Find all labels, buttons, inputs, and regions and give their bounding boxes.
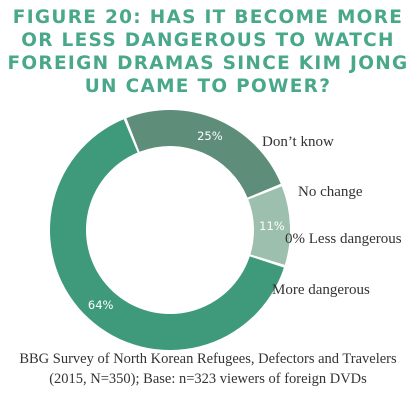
source-line: BBG Survey of North Korean Refugees, Def… bbox=[19, 351, 397, 367]
slice-no-change bbox=[248, 186, 290, 265]
legend-label-more-dangerous: More dangerous bbox=[272, 282, 370, 298]
chart-title-line: OR LESS DANGEROUS TO WATCH bbox=[21, 30, 395, 51]
source-note: BBG Survey of North Korean Refugees, Def… bbox=[0, 349, 416, 389]
chart-title-line: FIGURE 20: HAS IT BECOME MORE bbox=[12, 7, 404, 28]
legend-label-don-t-know: Don’t know bbox=[262, 134, 334, 150]
slice-don-t-know bbox=[126, 110, 281, 198]
chart-title: FIGURE 20: HAS IT BECOME MORE OR LESS DA… bbox=[0, 6, 416, 98]
source-line: (2015, N=350); Base: n=323 viewers of fo… bbox=[49, 371, 367, 387]
chart-title-line: FOREIGN DRAMAS SINCE KIM JONG bbox=[7, 53, 409, 74]
legend-label-less-dangerous: 0% Less dangerous bbox=[285, 231, 402, 247]
slice-value-label: 11% bbox=[259, 219, 285, 233]
legend-label-no-change: No change bbox=[298, 184, 363, 200]
slice-value-label: 25% bbox=[197, 129, 223, 143]
chart-title-line: UN CAME TO POWER? bbox=[84, 76, 332, 97]
slice-more-dangerous bbox=[49, 119, 284, 350]
slice-value-label: 64% bbox=[88, 298, 114, 312]
